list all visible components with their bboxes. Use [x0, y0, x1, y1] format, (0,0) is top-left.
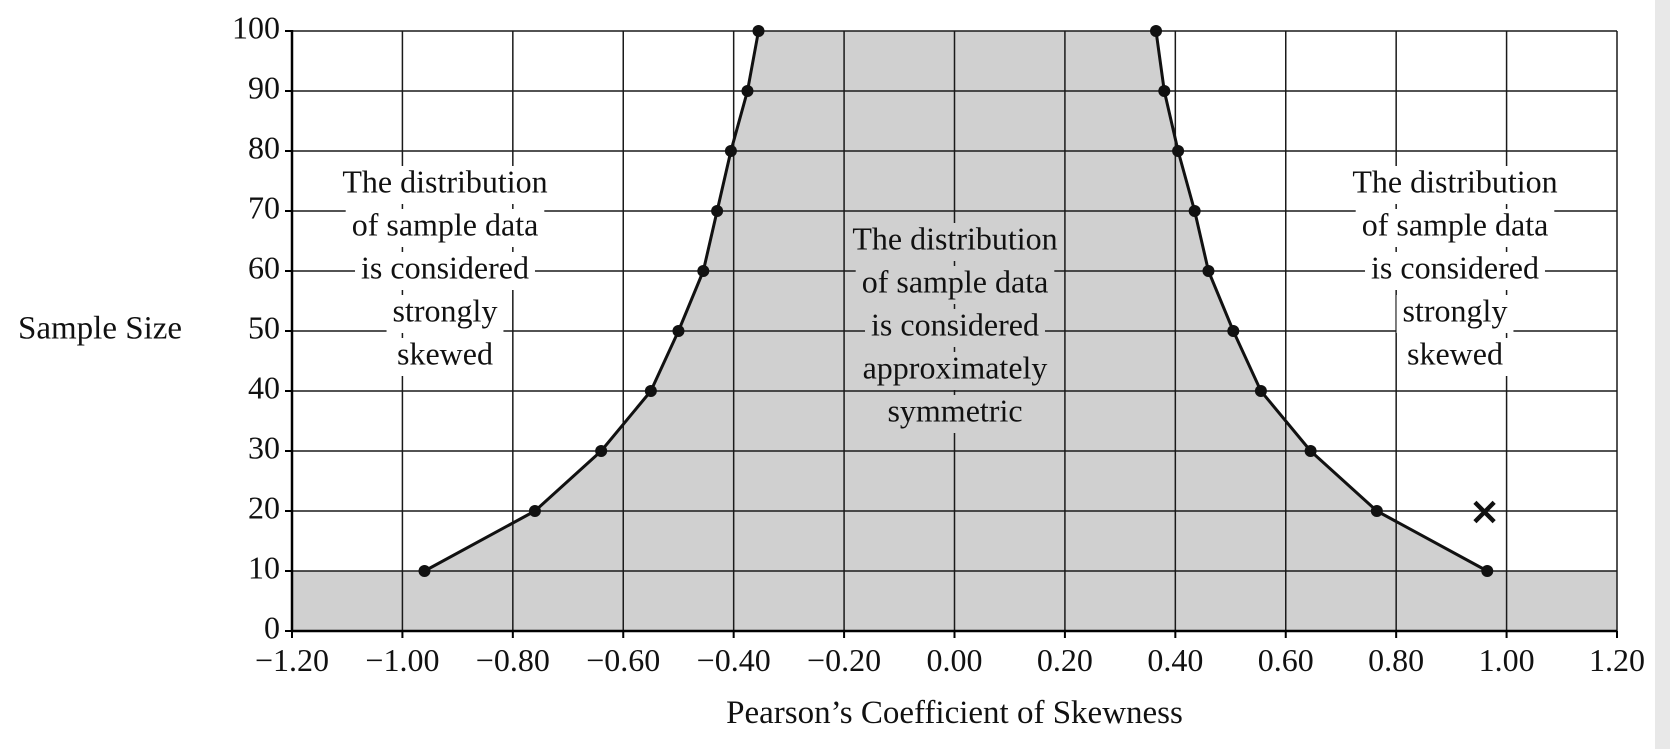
annotation-line: The distribution — [852, 220, 1057, 256]
boundary-curves — [423, 30, 1488, 573]
x-marker: × — [1469, 489, 1501, 533]
data-point — [711, 205, 724, 217]
x-tick-label: 0.40 — [1147, 642, 1203, 678]
x-tick-label: −0.40 — [697, 642, 771, 678]
data-point — [595, 445, 608, 457]
data-point — [741, 85, 754, 97]
data-point — [1481, 565, 1494, 577]
x-tick-label: 0.00 — [927, 642, 983, 678]
annotation-line-background — [1355, 209, 1555, 247]
data-point — [1158, 85, 1171, 97]
x-tick-label: 1.00 — [1479, 642, 1535, 678]
data-point — [1370, 505, 1383, 517]
x-tick-label: −1.20 — [255, 642, 329, 678]
data-point — [1150, 25, 1163, 37]
y-axis-title: Sample Size — [18, 311, 182, 347]
x-tick-label: −1.00 — [365, 642, 439, 678]
annotation-line-background — [336, 166, 554, 204]
x-tick-labels: −1.20 −1.00 −0.80 −0.60 −0.40 −0.20 0.00 0.20 0.… — [255, 642, 1645, 678]
right-boundary-curve — [1154, 30, 1488, 573]
y-tick-label: 60 — [248, 249, 280, 285]
x-axis-title: Pearson’s Coefficient of Skewness — [726, 695, 1183, 731]
y-tick-label: 30 — [248, 429, 280, 465]
data-point — [1227, 325, 1240, 337]
x-tick-label: −0.20 — [807, 642, 881, 678]
annotation-line-background — [355, 252, 535, 290]
x-tick-label: 0.60 — [1258, 642, 1314, 678]
y-tick-label: 100 — [232, 9, 280, 45]
annotation-line: of sample data — [352, 206, 539, 242]
annotation-line-background — [846, 223, 1064, 261]
data-point — [724, 145, 737, 157]
y-tick-label: 10 — [248, 549, 280, 585]
annotation-line: skewed — [1407, 335, 1503, 371]
annotation-line: strongly — [393, 292, 498, 328]
data-point — [752, 25, 765, 37]
y-tick-label: 90 — [248, 69, 280, 105]
data-point — [1304, 445, 1317, 457]
annotation-line: is considered — [871, 306, 1039, 342]
annotation-line-background — [1365, 252, 1545, 290]
annotations: The distribution of sample data is conside… — [336, 163, 1564, 433]
annotation-line: is considered — [361, 249, 529, 285]
annotation-line-background — [881, 395, 1029, 433]
y-tick-label: 80 — [248, 129, 280, 165]
annotation-line: approximately — [863, 349, 1048, 385]
data-point — [418, 565, 431, 577]
data-point — [528, 505, 541, 517]
annotation-line-background — [856, 352, 1054, 390]
annotation-line-background — [1396, 295, 1514, 333]
annotation-line-background — [1346, 166, 1564, 204]
annotation-line-background — [345, 209, 545, 247]
y-tick-label: 50 — [248, 309, 280, 345]
x-tick-label: 0.20 — [1037, 642, 1093, 678]
x-tick-label: 1.20 — [1589, 642, 1645, 678]
annotation-line: The distribution — [1352, 163, 1557, 199]
tick-marks — [285, 30, 1618, 638]
data-point — [697, 265, 710, 277]
right-edge-strip — [1655, 0, 1670, 749]
data-point — [1188, 205, 1201, 217]
x-tick-label: −0.80 — [476, 642, 550, 678]
annotation-line: The distribution — [342, 163, 547, 199]
data-points — [418, 25, 1494, 577]
annotation-line-background — [865, 309, 1045, 347]
annotation-line: skewed — [397, 335, 493, 371]
data-point — [1254, 385, 1267, 397]
annotation-line: of sample data — [1362, 206, 1549, 242]
x-tick-label: 0.80 — [1368, 642, 1424, 678]
data-point — [672, 325, 685, 337]
annotation-right: The distribution of sample data is conside… — [1346, 163, 1564, 376]
y-tick-labels: 0 10 20 30 40 50 60 70 80 90 100 — [232, 9, 280, 645]
annotation-line-background — [1401, 338, 1509, 376]
annotation-left: The distribution of sample data is conside… — [336, 163, 554, 376]
data-point — [644, 385, 657, 397]
x-tick-label: −0.60 — [586, 642, 660, 678]
y-tick-label: 70 — [248, 189, 280, 225]
annotation-center: The distribution of sample data is conside… — [846, 220, 1064, 433]
data-point — [1202, 265, 1215, 277]
data-point — [1172, 145, 1185, 157]
annotation-line-background — [855, 266, 1055, 304]
y-tick-label: 20 — [248, 489, 280, 525]
annotation-line: is considered — [1371, 249, 1539, 285]
annotation-line: strongly — [1403, 292, 1508, 328]
annotation-line-background — [386, 295, 504, 333]
annotation-line: of sample data — [862, 263, 1049, 299]
annotation-line-background — [391, 338, 499, 376]
y-tick-label: 0 — [264, 609, 280, 645]
annotation-line: symmetric — [887, 392, 1022, 428]
left-boundary-curve — [423, 30, 760, 573]
y-tick-label: 40 — [248, 369, 280, 405]
